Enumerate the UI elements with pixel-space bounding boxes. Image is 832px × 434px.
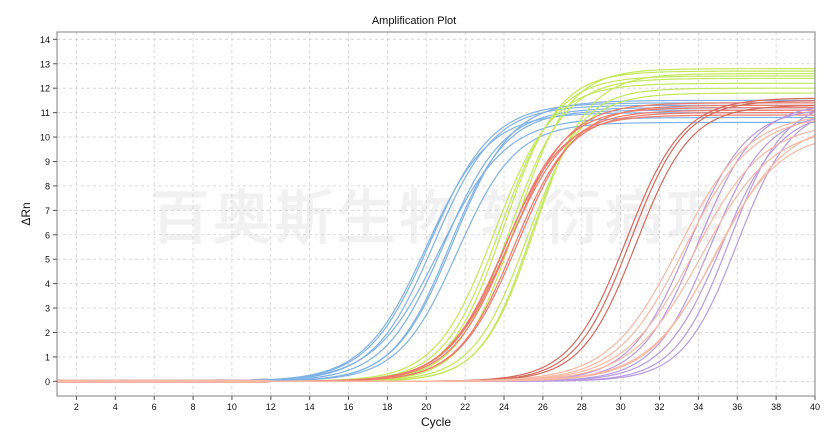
y-tick-label: 2 <box>45 328 50 338</box>
plot-frame <box>56 31 816 397</box>
x-tick-label: 32 <box>655 402 665 412</box>
x-tick-label: 2 <box>74 402 79 412</box>
y-tick-label: 3 <box>45 304 50 314</box>
x-tick-label: 34 <box>693 402 703 412</box>
x-tick-label: 38 <box>771 402 781 412</box>
x-tick-label: 24 <box>499 402 509 412</box>
x-tick-label: 18 <box>382 402 392 412</box>
series-line-purple <box>56 120 816 383</box>
x-tick-label: 8 <box>191 402 196 412</box>
x-tick-label: 4 <box>113 402 118 412</box>
series-line-salmon <box>56 134 816 383</box>
x-tick-label: 10 <box>227 402 237 412</box>
x-tick-label: 6 <box>152 402 157 412</box>
watermark-text: 百奥斯生物 转衍病理 <box>151 186 729 251</box>
y-tick-label: 0 <box>45 377 50 387</box>
y-tick-label: 4 <box>45 279 50 289</box>
y-tick-label: 7 <box>45 206 50 216</box>
y-tick-label: 13 <box>40 59 50 69</box>
y-tick-label: 10 <box>40 133 50 143</box>
series-lines <box>56 68 816 383</box>
y-axis-label: ΔRn <box>19 202 33 225</box>
x-tick-label: 22 <box>460 402 470 412</box>
y-tick-label: 9 <box>45 157 50 167</box>
y-tick-label: 8 <box>45 181 50 191</box>
x-tick-label: 14 <box>305 402 315 412</box>
x-tick-label: 30 <box>616 402 626 412</box>
y-tick-label: 5 <box>45 255 50 265</box>
x-tick-label: 40 <box>810 402 820 412</box>
series-line-salmon <box>56 120 816 383</box>
x-tick-label: 20 <box>421 402 431 412</box>
x-tick-label: 12 <box>266 402 276 412</box>
chart-title: Amplification Plot <box>372 15 456 27</box>
y-tick-label: 6 <box>45 230 50 240</box>
series-line-purple <box>56 119 816 383</box>
grid-lines <box>57 32 816 396</box>
x-axis-ticks: 2 4 6 8 10 12 14 16 18 20 22 24 26 28 30 32 34 36 38 40 <box>74 396 820 412</box>
x-axis-label: Cycle <box>421 415 451 429</box>
y-tick-label: 12 <box>40 84 50 94</box>
x-tick-label: 26 <box>538 402 548 412</box>
x-tick-label: 16 <box>344 402 354 412</box>
y-tick-label: 11 <box>41 108 50 118</box>
x-tick-label: 28 <box>577 402 587 412</box>
y-tick-label: 14 <box>40 35 50 45</box>
y-tick-label: 1 <box>45 352 50 362</box>
x-tick-label: 36 <box>732 402 742 412</box>
